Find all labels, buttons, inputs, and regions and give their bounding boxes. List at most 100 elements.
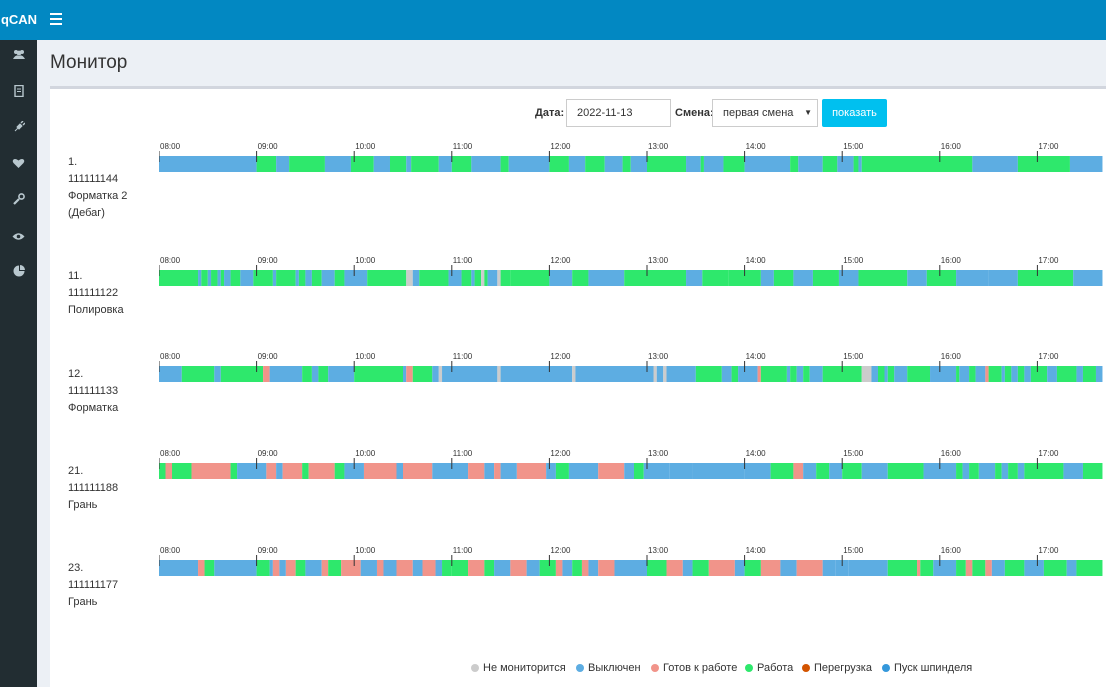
app-logo[interactable]: qCAN: [0, 12, 38, 27]
timeline-segment-off[interactable]: [1063, 463, 1083, 479]
timeline-segment-work[interactable]: [887, 463, 924, 479]
timeline-segment-off[interactable]: [562, 560, 573, 576]
timeline-segment-not_monitored[interactable]: [663, 366, 667, 382]
timeline-segment-off[interactable]: [344, 270, 368, 286]
timeline-segment-work[interactable]: [389, 156, 407, 172]
timeline-segment-off[interactable]: [1066, 560, 1077, 576]
timeline-segment-off[interactable]: [432, 463, 469, 479]
timeline-segment-ready[interactable]: [985, 560, 992, 576]
timeline-segment-work[interactable]: [555, 463, 569, 479]
timeline-segment-work[interactable]: [816, 463, 830, 479]
timeline-segment-off[interactable]: [822, 560, 836, 576]
timeline-segment-not_monitored[interactable]: [481, 270, 485, 286]
timeline-segment-off[interactable]: [295, 270, 299, 286]
timeline-segment-off[interactable]: [214, 366, 221, 382]
timeline-segment-work[interactable]: [298, 270, 306, 286]
timeline-segment-ready[interactable]: [796, 560, 823, 576]
timeline-segment-ready[interactable]: [666, 560, 683, 576]
timeline-segment-off[interactable]: [744, 156, 791, 172]
timeline-segment-work[interactable]: [700, 156, 704, 172]
timeline-segment-work[interactable]: [451, 560, 469, 576]
timeline-segment-off[interactable]: [159, 366, 182, 382]
timeline-segment-off[interactable]: [448, 270, 462, 286]
timeline-segment-ready[interactable]: [406, 366, 413, 382]
timeline-segment-off[interactable]: [686, 270, 703, 286]
timeline-segment-ready[interactable]: [581, 560, 589, 576]
timeline-segment-off[interactable]: [575, 366, 654, 382]
timeline-segment-not_monitored[interactable]: [406, 270, 413, 286]
timeline-segment-off[interactable]: [324, 156, 351, 172]
timeline-segment-off[interactable]: [786, 366, 791, 382]
timeline-segment-off[interactable]: [798, 156, 823, 172]
timeline-segment-off[interactable]: [588, 560, 599, 576]
timeline-segment-off[interactable]: [838, 270, 859, 286]
timeline-segment-work[interactable]: [633, 463, 644, 479]
timeline-segment-off[interactable]: [933, 560, 957, 576]
timeline-segment-work[interactable]: [956, 560, 966, 576]
timeline-segment-work[interactable]: [695, 366, 722, 382]
timeline-segment-work[interactable]: [411, 156, 439, 172]
timeline-segment-off[interactable]: [666, 366, 696, 382]
timeline-segment-work[interactable]: [920, 560, 934, 576]
timeline-segment-ready[interactable]: [555, 560, 563, 576]
timeline-segment-off[interactable]: [500, 366, 573, 382]
timeline-segment-off[interactable]: [224, 270, 231, 286]
timeline-segment-ready[interactable]: [396, 560, 413, 576]
timeline-segment-not_monitored[interactable]: [497, 270, 501, 286]
timeline-segment-work[interactable]: [858, 270, 908, 286]
timeline-segment-off[interactable]: [328, 366, 355, 382]
timeline-segment-ready[interactable]: [917, 560, 921, 576]
timeline-segment-work[interactable]: [289, 156, 325, 172]
timeline-segment-work[interactable]: [692, 560, 709, 576]
timeline-segment-off[interactable]: [923, 463, 957, 479]
timeline-segment-not_monitored[interactable]: [861, 366, 872, 382]
timeline-segment-work[interactable]: [728, 270, 761, 286]
timeline-segment-work[interactable]: [842, 463, 862, 479]
timeline-segment-ready[interactable]: [403, 463, 433, 479]
timeline-segment-work[interactable]: [647, 156, 687, 172]
timeline-segment-off[interactable]: [207, 270, 212, 286]
timeline-segment-off[interactable]: [656, 366, 664, 382]
timeline-segment-off[interactable]: [1073, 270, 1103, 286]
timeline-segment-off[interactable]: [614, 560, 647, 576]
timeline-segment-work[interactable]: [230, 270, 241, 286]
timeline-segment-off[interactable]: [793, 270, 813, 286]
machine-timeline[interactable]: 08:00 09:00 10:00 11:00 12:00 13:00 14:00 15:00…: [159, 255, 1106, 291]
timeline-segment-work[interactable]: [334, 463, 345, 479]
timeline-segment-off[interactable]: [988, 270, 1018, 286]
timeline-segment-off[interactable]: [829, 463, 843, 479]
timeline-segment-work[interactable]: [1017, 366, 1025, 382]
timeline-segment-work[interactable]: [861, 156, 973, 172]
timeline-segment-ready[interactable]: [272, 560, 280, 576]
timeline-segment-off[interactable]: [721, 366, 732, 382]
timeline-segment-off[interactable]: [962, 463, 970, 479]
timeline-segment-off[interactable]: [484, 463, 495, 479]
timeline-segment-off[interactable]: [403, 366, 407, 382]
timeline-segment-work[interactable]: [181, 366, 215, 382]
eye-icon[interactable]: [0, 226, 37, 248]
timeline-segment-work[interactable]: [995, 463, 1002, 479]
timeline-segment-work[interactable]: [723, 156, 745, 172]
timeline-segment-work[interactable]: [276, 270, 296, 286]
timeline-segment-work[interactable]: [956, 366, 960, 382]
timeline-segment-off[interactable]: [669, 463, 693, 479]
timeline-segment-off[interactable]: [780, 560, 797, 576]
timeline-segment-off[interactable]: [383, 560, 397, 576]
timeline-segment-work[interactable]: [311, 270, 322, 286]
timeline-segment-off[interactable]: [568, 156, 586, 172]
timeline-segment-work[interactable]: [907, 366, 931, 382]
timeline-segment-ready[interactable]: [494, 463, 501, 479]
plug-icon[interactable]: [0, 118, 37, 140]
timeline-segment-off[interactable]: [978, 463, 996, 479]
timeline-segment-off[interactable]: [276, 156, 290, 172]
timeline-segment-work[interactable]: [1024, 463, 1064, 479]
timeline-segment-off[interactable]: [796, 366, 804, 382]
timeline-segment-work[interactable]: [822, 366, 862, 382]
timeline-segment-work[interactable]: [877, 366, 885, 382]
date-input[interactable]: 2022-11-13: [566, 99, 671, 127]
machine-timeline[interactable]: 08:00 09:00 10:00 11:00 12:00 13:00 14:00 15:00…: [159, 351, 1106, 387]
timeline-segment-work[interactable]: [539, 560, 556, 576]
timeline-segment-work[interactable]: [969, 366, 976, 382]
timeline-segment-off[interactable]: [214, 560, 257, 576]
timeline-segment-ready[interactable]: [757, 366, 761, 382]
